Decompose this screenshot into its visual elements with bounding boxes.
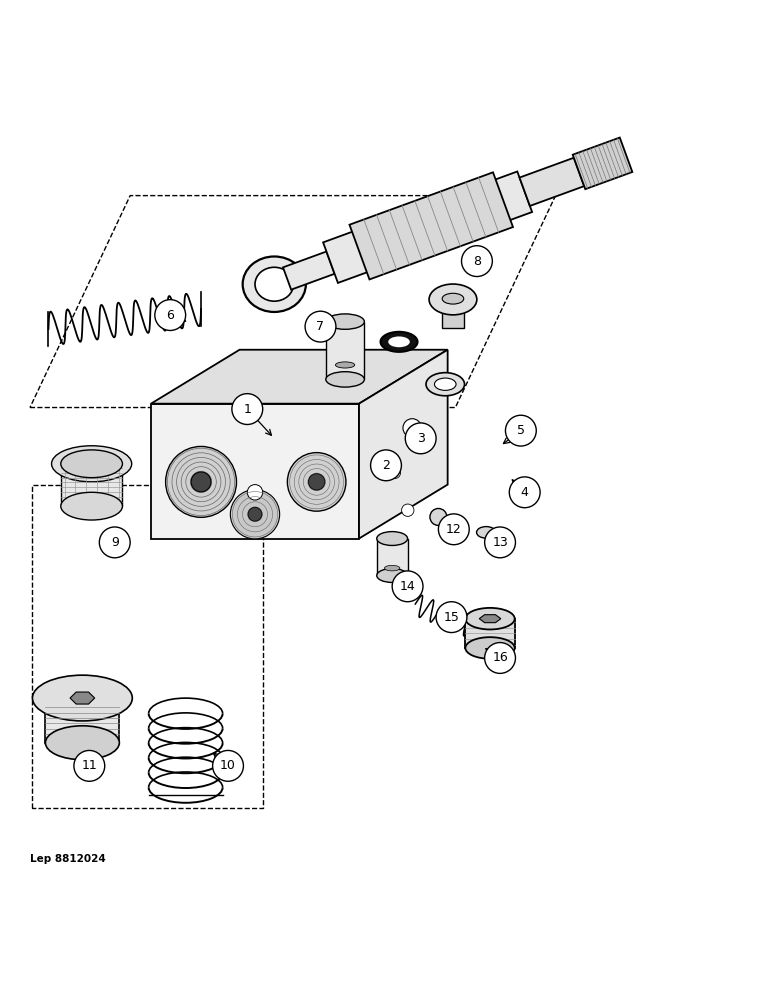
Ellipse shape bbox=[384, 565, 400, 571]
Polygon shape bbox=[377, 539, 408, 576]
Text: Lep 8812024: Lep 8812024 bbox=[30, 854, 106, 864]
Circle shape bbox=[430, 508, 447, 525]
Circle shape bbox=[405, 423, 436, 454]
Polygon shape bbox=[151, 404, 359, 539]
Ellipse shape bbox=[377, 532, 408, 545]
Ellipse shape bbox=[242, 256, 306, 312]
Ellipse shape bbox=[476, 527, 496, 538]
Ellipse shape bbox=[326, 372, 364, 387]
Ellipse shape bbox=[442, 293, 464, 304]
Polygon shape bbox=[323, 171, 532, 283]
Circle shape bbox=[485, 643, 516, 673]
Circle shape bbox=[305, 311, 336, 342]
Ellipse shape bbox=[52, 446, 132, 482]
Ellipse shape bbox=[466, 608, 515, 629]
Polygon shape bbox=[573, 138, 632, 189]
Ellipse shape bbox=[61, 492, 123, 520]
Ellipse shape bbox=[466, 637, 515, 659]
Ellipse shape bbox=[336, 362, 354, 368]
Text: 5: 5 bbox=[517, 424, 525, 437]
Ellipse shape bbox=[435, 378, 456, 390]
Circle shape bbox=[371, 450, 401, 481]
Polygon shape bbox=[350, 172, 513, 279]
Text: 13: 13 bbox=[493, 536, 508, 549]
Circle shape bbox=[212, 750, 243, 781]
Polygon shape bbox=[46, 704, 120, 743]
Text: 10: 10 bbox=[220, 759, 236, 772]
Ellipse shape bbox=[255, 267, 293, 301]
Polygon shape bbox=[70, 692, 95, 704]
Circle shape bbox=[155, 300, 185, 330]
Text: 7: 7 bbox=[317, 320, 324, 333]
Text: 1: 1 bbox=[243, 403, 251, 416]
Text: 9: 9 bbox=[111, 536, 119, 549]
Text: 11: 11 bbox=[81, 759, 97, 772]
Circle shape bbox=[438, 514, 469, 545]
Circle shape bbox=[232, 394, 262, 424]
Circle shape bbox=[392, 571, 423, 602]
Ellipse shape bbox=[61, 450, 123, 478]
Ellipse shape bbox=[46, 726, 120, 760]
Polygon shape bbox=[359, 350, 448, 539]
Ellipse shape bbox=[377, 569, 408, 582]
Polygon shape bbox=[326, 322, 364, 379]
Text: 15: 15 bbox=[444, 611, 459, 624]
Text: 12: 12 bbox=[446, 523, 462, 536]
Circle shape bbox=[436, 602, 467, 633]
Text: 3: 3 bbox=[417, 432, 425, 445]
Text: 4: 4 bbox=[521, 486, 529, 499]
Circle shape bbox=[485, 527, 516, 558]
Polygon shape bbox=[442, 299, 464, 328]
Text: 8: 8 bbox=[473, 255, 481, 268]
Circle shape bbox=[506, 415, 537, 446]
Ellipse shape bbox=[388, 336, 410, 347]
Circle shape bbox=[388, 466, 401, 479]
Ellipse shape bbox=[429, 284, 477, 315]
Polygon shape bbox=[520, 158, 584, 206]
Circle shape bbox=[100, 527, 130, 558]
Polygon shape bbox=[466, 619, 515, 648]
Circle shape bbox=[166, 446, 236, 517]
Text: 2: 2 bbox=[382, 459, 390, 472]
Text: 6: 6 bbox=[166, 309, 174, 322]
Circle shape bbox=[191, 472, 211, 492]
Circle shape bbox=[510, 477, 540, 508]
Circle shape bbox=[230, 490, 279, 539]
Circle shape bbox=[309, 474, 325, 490]
Circle shape bbox=[462, 246, 493, 277]
Polygon shape bbox=[479, 615, 501, 623]
Circle shape bbox=[247, 485, 262, 500]
Ellipse shape bbox=[426, 373, 465, 396]
Polygon shape bbox=[61, 464, 123, 506]
Ellipse shape bbox=[326, 314, 364, 329]
Polygon shape bbox=[151, 350, 448, 404]
Text: 14: 14 bbox=[400, 580, 415, 593]
Circle shape bbox=[248, 507, 262, 521]
Ellipse shape bbox=[381, 332, 418, 352]
Polygon shape bbox=[283, 252, 334, 290]
Circle shape bbox=[74, 750, 105, 781]
Circle shape bbox=[403, 419, 422, 437]
Circle shape bbox=[287, 453, 346, 511]
Ellipse shape bbox=[32, 675, 132, 721]
Circle shape bbox=[401, 504, 414, 516]
Text: 16: 16 bbox=[493, 651, 508, 664]
